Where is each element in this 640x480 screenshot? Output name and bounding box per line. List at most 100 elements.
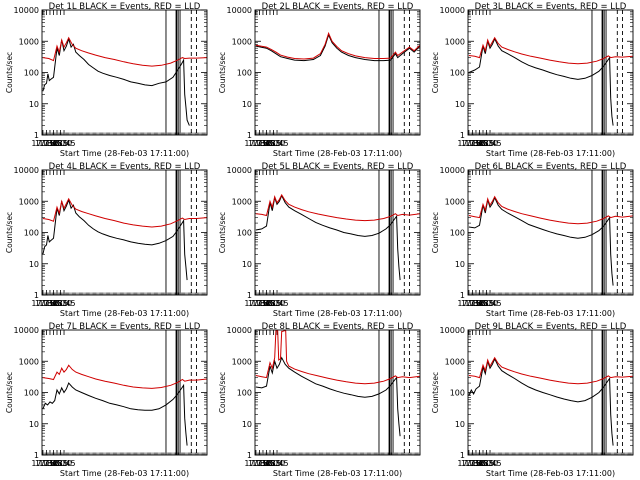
series-lld-line [42, 36, 207, 67]
x-tick-label: 18:15 [258, 299, 281, 308]
plot-frame [41, 329, 208, 456]
series-lld-line [468, 36, 633, 65]
series-events-line [468, 357, 614, 446]
x-axis-label: Start Time (28-Feb-03 17:11:00) [273, 149, 402, 158]
marker-lines [591, 330, 623, 455]
x-tick-label: 17:45 [38, 459, 61, 468]
series-lld-line [42, 197, 207, 228]
y-tick-label: 10000 [227, 6, 252, 15]
y-tick-label: 10 [29, 420, 39, 429]
x-tick-label: 17:15 [457, 299, 480, 308]
y-axis-label: Counts/sec [218, 52, 227, 93]
x-tick-label: 18:15 [258, 139, 281, 148]
x-tick-label: 17:30 [461, 299, 484, 308]
chart-title: Det 4L BLACK = Events, RED = LLD [49, 162, 201, 172]
x-tick-label: 18:30 [49, 459, 72, 468]
x-tick-label: 18:30 [262, 139, 285, 148]
marker-lines [165, 10, 197, 135]
chart-panel-6: 1 10 100 1000 10000 17:1517:3017:4518:0018:15… [431, 162, 634, 318]
y-tick-label: 100 [24, 69, 39, 78]
x-axis-label: Start Time (28-Feb-03 17:11:00) [273, 469, 402, 478]
y-tick-label: 1 [247, 291, 252, 300]
x-tick-label: 18:15 [45, 139, 68, 148]
series-lld-line [255, 193, 420, 222]
y-axis-label: Counts/sec [431, 212, 440, 253]
x-tick-label: 17:45 [251, 299, 274, 308]
plot-frame [254, 9, 421, 136]
x-tick-label: 17:15 [31, 299, 54, 308]
x-tick-label: 18:30 [475, 459, 498, 468]
y-tick-label: 10000 [14, 166, 39, 175]
y-tick-label: 1000 [19, 357, 39, 366]
plot-frame [41, 9, 208, 136]
x-tick-label: 18:30 [262, 459, 285, 468]
chart-title: Det 1L BLACK = Events, RED = LLD [49, 2, 201, 12]
series-lld-line [468, 195, 633, 225]
x-tick-label: 17:15 [244, 299, 267, 308]
y-tick-label: 10000 [227, 326, 252, 335]
chart-panel-4: 1 10 100 1000 10000 17:1517:3017:4518:0018:15… [5, 162, 208, 318]
series-events-line [468, 196, 614, 286]
x-tick-label: 17:15 [457, 459, 480, 468]
x-tick-label: 18:30 [49, 139, 72, 148]
y-tick-label: 1 [34, 131, 39, 140]
y-tick-label: 100 [450, 389, 465, 398]
x-tick-label: 18:15 [471, 299, 494, 308]
x-tick-label: 18:45 [266, 299, 289, 308]
x-tick-label: 18:15 [471, 139, 494, 148]
x-tick-label: 17:15 [244, 459, 267, 468]
plot-frame [467, 169, 634, 296]
series-group [255, 193, 420, 281]
x-tick-label: 18:00 [42, 139, 65, 148]
series-group [42, 197, 207, 281]
y-tick-label: 10 [455, 100, 465, 109]
y-tick-label: 10 [242, 420, 252, 429]
chart-title: Det 5L BLACK = Events, RED = LLD [262, 162, 414, 172]
chart-title: Det 8L BLACK = Events, RED = LLD [262, 322, 414, 332]
chart-panel-9: 1 10 100 1000 10000 17:1517:3017:4518:0018:15… [431, 322, 634, 478]
x-axis-label: Start Time (28-Feb-03 17:11:00) [60, 469, 189, 478]
x-tick-label: 18:00 [468, 459, 491, 468]
x-tick-label: 18:00 [468, 299, 491, 308]
y-tick-label: 1000 [19, 197, 39, 206]
y-tick-label: 1000 [445, 197, 465, 206]
x-tick-label: 18:45 [266, 459, 289, 468]
plot-frame [467, 329, 634, 456]
x-tick-label: 18:00 [255, 299, 278, 308]
y-tick-label: 1 [460, 131, 465, 140]
x-tick-label: 18:30 [475, 139, 498, 148]
x-axis-label: Start Time (28-Feb-03 17:11:00) [273, 309, 402, 318]
series-events-line [42, 382, 188, 446]
x-tick-label: 18:45 [479, 139, 502, 148]
y-tick-label: 10000 [440, 166, 465, 175]
y-tick-label: 1000 [19, 37, 39, 46]
chart-panel-7: 1 10 100 1000 10000 17:1517:3017:4518:0018:15… [5, 322, 208, 478]
y-tick-label: 100 [450, 229, 465, 238]
chart-panel-1: 1 10 100 1000 10000 17:1517:3017:4518:0018:15… [5, 2, 208, 158]
x-tick-label: 17:30 [248, 139, 271, 148]
x-tick-label: 18:45 [53, 299, 76, 308]
x-tick-label: 18:45 [479, 299, 502, 308]
series-events-line [42, 198, 188, 281]
y-axis-label: Counts/sec [5, 212, 14, 253]
x-tick-label: 17:30 [461, 459, 484, 468]
y-tick-label: 100 [24, 389, 39, 398]
y-tick-label: 100 [24, 229, 39, 238]
x-tick-label: 18:30 [262, 299, 285, 308]
y-axis-label: Counts/sec [218, 212, 227, 253]
series-group [468, 195, 633, 286]
chart-panel-3: 1 10 100 1000 10000 17:1517:3017:4518:0018:15… [431, 2, 634, 158]
y-tick-label: 10 [455, 420, 465, 429]
chart-title: Det 9L BLACK = Events, RED = LLD [475, 322, 627, 332]
series-lld-line [255, 330, 420, 385]
x-axis-label: Start Time (28-Feb-03 17:11:00) [60, 149, 189, 158]
y-tick-label: 10000 [14, 326, 39, 335]
x-tick-label: 17:45 [38, 139, 61, 148]
marker-lines [378, 10, 410, 135]
x-tick-label: 17:30 [248, 459, 271, 468]
x-tick-label: 17:45 [251, 139, 274, 148]
plot-frame [254, 329, 421, 456]
y-tick-label: 1 [460, 451, 465, 460]
y-tick-label: 1 [34, 451, 39, 460]
